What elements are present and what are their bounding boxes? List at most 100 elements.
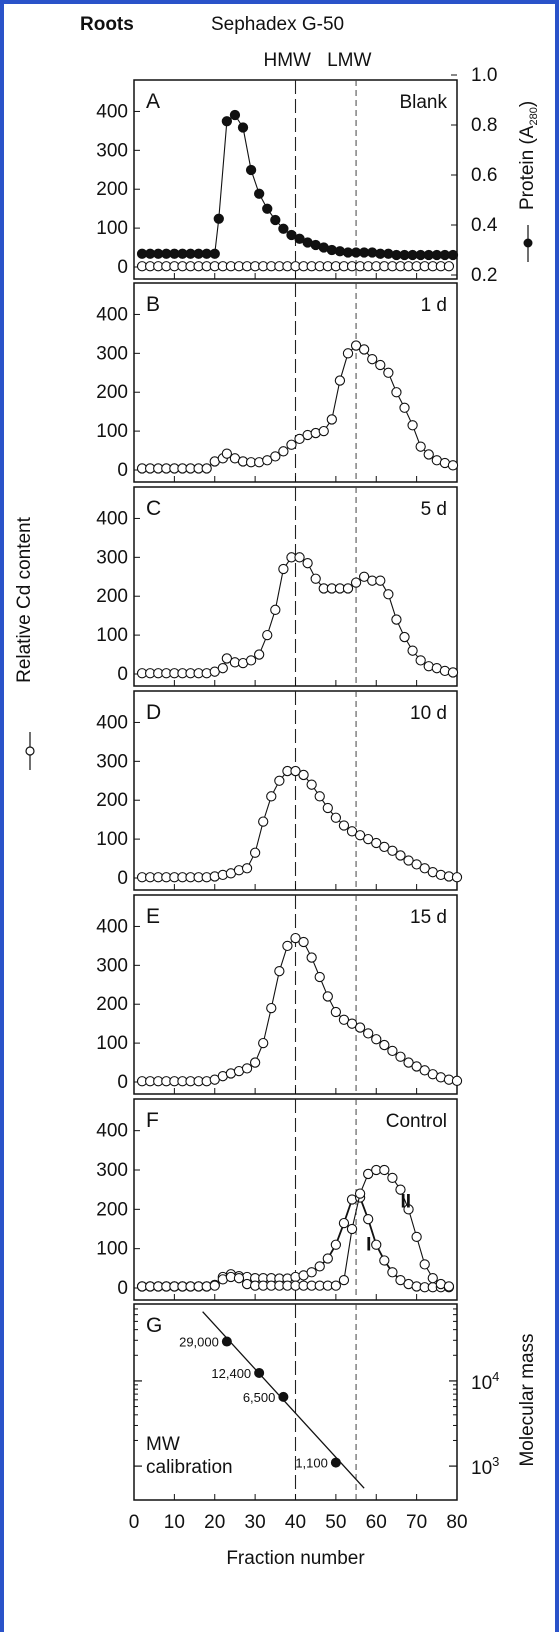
cd-point bbox=[282, 940, 293, 952]
series-label-ii: II bbox=[400, 1191, 411, 1212]
cd-point bbox=[407, 645, 418, 656]
cd-point bbox=[395, 850, 406, 861]
cd-point bbox=[306, 779, 317, 790]
y-tick-label: 0 bbox=[117, 664, 128, 685]
cd-point bbox=[342, 583, 354, 594]
panel-condition: 1 d bbox=[421, 295, 447, 316]
y-tick-label: 300 bbox=[96, 140, 128, 161]
cd-point bbox=[330, 812, 342, 823]
y-tick-label: 0 bbox=[117, 1072, 128, 1093]
cd-point bbox=[314, 971, 325, 983]
y-tick-label: 200 bbox=[96, 1199, 128, 1220]
cd-point bbox=[419, 1065, 430, 1076]
cd-point bbox=[278, 563, 289, 575]
panel-condition: MW bbox=[146, 1434, 180, 1455]
panel-e: E 15 d 0 100 200 300 400 bbox=[96, 894, 463, 1095]
x-tick-label: 70 bbox=[406, 1512, 427, 1533]
protein-point bbox=[270, 214, 281, 226]
calibration-label: 12,400 bbox=[211, 1366, 251, 1381]
y-tick-label: 100 bbox=[96, 1033, 128, 1054]
cd-point bbox=[443, 1281, 455, 1292]
y-tick-label: 200 bbox=[96, 586, 128, 607]
y-tick-label: 0 bbox=[117, 257, 128, 278]
y-tick-label: 200 bbox=[96, 382, 128, 403]
cd-point bbox=[322, 1253, 333, 1264]
cd-point bbox=[358, 344, 370, 355]
y-tick-label: 400 bbox=[96, 101, 128, 122]
panel-a: A Blank 0 100 200 300 400 0.2 0.4 0.6 0.8 1.0 bbox=[96, 65, 498, 286]
cd-point bbox=[201, 463, 212, 474]
cd-point bbox=[375, 575, 386, 586]
cd-point bbox=[358, 571, 370, 582]
y-tick-label: 100 bbox=[96, 829, 128, 850]
cd-point bbox=[423, 449, 434, 460]
calibration-point bbox=[254, 1367, 265, 1378]
series-label-i: I bbox=[366, 1235, 371, 1256]
cd-point bbox=[391, 614, 402, 625]
cd-point bbox=[258, 816, 269, 827]
cd-point bbox=[419, 1259, 430, 1270]
mw-tick-label: 104 bbox=[471, 1369, 499, 1394]
cd-point bbox=[310, 573, 321, 584]
cd-point bbox=[387, 1045, 398, 1057]
cd-point bbox=[379, 841, 390, 853]
cd-point bbox=[354, 1188, 366, 1199]
cd-point bbox=[387, 845, 398, 856]
protein-point bbox=[447, 249, 459, 261]
header-lmw: LMW bbox=[327, 50, 371, 71]
cd-point bbox=[367, 354, 378, 365]
panel-letter: C bbox=[146, 497, 161, 520]
panel-condition-2: calibration bbox=[146, 1457, 233, 1478]
mw-axis-label: Molecular mass bbox=[517, 1333, 538, 1466]
cd-point bbox=[379, 1255, 390, 1266]
cd-point bbox=[395, 1184, 406, 1195]
cd-point bbox=[383, 367, 394, 378]
panel-d: D 10 d 0 100 200 300 400 bbox=[96, 690, 463, 891]
cd-point bbox=[330, 1006, 342, 1018]
protein-point bbox=[229, 109, 241, 121]
y-tick-label: 200 bbox=[96, 179, 128, 200]
mw-tick-label: 103 bbox=[471, 1454, 499, 1479]
cd-point bbox=[330, 1239, 342, 1250]
cd-point bbox=[411, 859, 422, 870]
cd-point bbox=[249, 847, 261, 858]
cd-point bbox=[294, 552, 305, 563]
cd-point bbox=[306, 1267, 317, 1278]
series-line bbox=[142, 556, 454, 674]
calibration-label: 6,500 bbox=[243, 1390, 276, 1405]
cd-point bbox=[415, 655, 426, 666]
cd-point bbox=[415, 441, 426, 452]
cd-point bbox=[363, 1214, 374, 1225]
y-tick-label: 400 bbox=[96, 712, 128, 733]
panel-letter: D bbox=[146, 701, 161, 724]
x-tick-label: 40 bbox=[285, 1512, 306, 1533]
cd-point bbox=[387, 1172, 398, 1184]
y-tick-label: 300 bbox=[96, 955, 128, 976]
cd-point bbox=[346, 1223, 358, 1235]
protein-point bbox=[254, 188, 265, 199]
cd-point bbox=[330, 1280, 342, 1291]
cd-point bbox=[338, 820, 350, 831]
cd-point bbox=[298, 769, 309, 781]
panel-c: C 5 d 0 100 200 300 400 bbox=[96, 486, 459, 687]
cd-point bbox=[375, 359, 386, 371]
cd-point bbox=[342, 348, 354, 359]
cd-point bbox=[379, 1164, 390, 1176]
calibration-point bbox=[221, 1336, 232, 1347]
cd-point bbox=[314, 791, 325, 802]
protein-point bbox=[213, 213, 224, 224]
x-tick-label: 60 bbox=[366, 1512, 387, 1533]
cd-point bbox=[363, 1028, 374, 1039]
protein-point bbox=[221, 116, 233, 127]
cd-point bbox=[274, 775, 285, 786]
cd-point bbox=[338, 1274, 350, 1286]
x-tick-label: 20 bbox=[204, 1512, 225, 1533]
y-tick-label: 0 bbox=[117, 1278, 128, 1299]
cd-point bbox=[258, 1037, 269, 1049]
cd-point bbox=[411, 1231, 422, 1243]
cd-point bbox=[411, 1061, 422, 1072]
cd-point bbox=[354, 830, 366, 841]
panel-letter: G bbox=[146, 1314, 162, 1337]
